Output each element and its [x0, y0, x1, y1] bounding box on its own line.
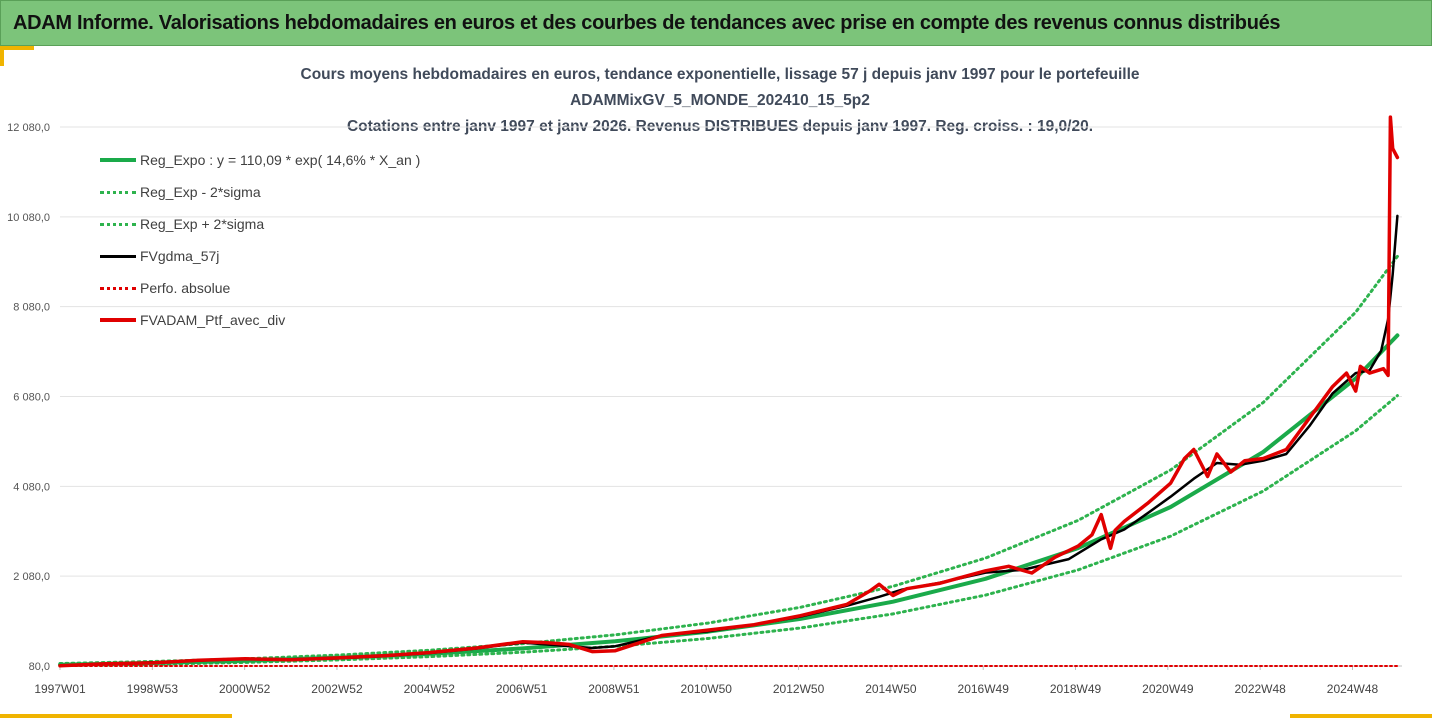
legend-swatch [100, 223, 136, 226]
x-tick-label: 2008W51 [588, 682, 640, 696]
y-tick-label: 8 080,0 [13, 302, 50, 314]
legend-label: Reg_Exp + 2*sigma [140, 216, 265, 232]
chart-subtitle: ADAMMixGV_5_MONDE_202410_15_5p2 [570, 92, 870, 109]
series-reg-exp-plus-2sigma [58, 254, 1399, 665]
y-tick-label: 2 080,0 [13, 571, 50, 583]
legend-label: Perfo. absolue [140, 280, 231, 296]
x-tick-label: 2010W50 [681, 682, 733, 696]
legend-label: Reg_Exp - 2*sigma [140, 184, 261, 200]
x-tick-label: 2002W52 [311, 682, 363, 696]
x-tick-label: 2012W50 [773, 682, 825, 696]
x-tick-label: 1997W01 [34, 682, 86, 696]
report-banner: ADAM Informe. Valorisations hebdomadaire… [0, 0, 1432, 46]
legend-swatch [100, 318, 136, 322]
x-tick-label: 2000W52 [219, 682, 271, 696]
x-tick-label: 2004W52 [404, 682, 456, 696]
legend-swatch [100, 158, 136, 162]
series-fvadam-ptf-avec-div [58, 115, 1400, 668]
y-tick-label: 10 080,0 [7, 212, 50, 224]
y-tick-label: 4 080,0 [13, 481, 50, 493]
x-tick-label: 2022W48 [1234, 682, 1286, 696]
corner-accent [0, 714, 232, 718]
series-reg-exp-minus-2sigma [58, 394, 1399, 668]
y-tick-label: 12 080,0 [7, 122, 50, 134]
report-title: ADAM Informe. Valorisations hebdomadaire… [13, 12, 1281, 34]
series-reg-expo [58, 333, 1400, 667]
x-tick-label: 1998W53 [127, 682, 179, 696]
chart-title: Cours moyens hebdomadaires en euros, ten… [300, 66, 1140, 83]
legend-label: FVgdma_57j [140, 248, 220, 264]
series-fvgdma-57j [58, 214, 1399, 668]
corner-accent [0, 46, 34, 50]
corner-accent [1290, 714, 1432, 718]
legend-label: FVADAM_Ptf_avec_div [140, 312, 286, 328]
legend-label: Reg_Expo : y = 110,09 * exp( 14,6% * X_a… [140, 152, 421, 168]
x-tick-label: 2020W49 [1142, 682, 1194, 696]
y-tick-label: 6 080,0 [13, 392, 50, 404]
x-tick-label: 2024W48 [1327, 682, 1379, 696]
legend-swatch [100, 191, 136, 194]
x-tick-label: 2014W50 [865, 682, 917, 696]
y-tick-label: 80,0 [29, 661, 50, 673]
x-tick-label: 2016W49 [958, 682, 1010, 696]
x-tick-label: 2006W51 [496, 682, 548, 696]
legend-swatch [100, 255, 136, 258]
corner-accent [0, 46, 4, 66]
x-tick-label: 2018W49 [1050, 682, 1102, 696]
legend-swatch [100, 287, 136, 290]
